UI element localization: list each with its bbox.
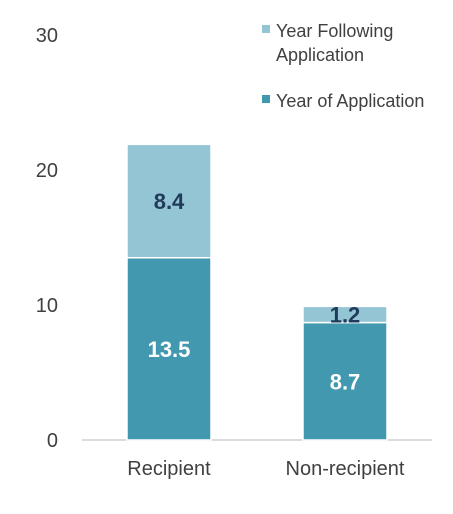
y-tick-label: 30 [36, 25, 58, 47]
bar-value-label: 8.7 [330, 369, 361, 394]
bar-value-label: 13.5 [148, 337, 191, 362]
legend-swatch-year-of-application [262, 95, 270, 103]
bar-segment [126, 143, 212, 259]
legend-label-year-of-application: Year of Application [276, 91, 424, 111]
category-labels: Recipient Non-recipient [127, 458, 405, 480]
x-category-label: Non-recipient [286, 458, 405, 480]
y-axis-ticks: 0 10 20 30 [36, 25, 58, 452]
bar-value-label: 1.2 [330, 302, 361, 327]
y-tick-label: 10 [36, 295, 58, 317]
bar-segment [126, 257, 212, 441]
legend-swatch-year-following [262, 25, 270, 33]
y-tick-label: 0 [47, 430, 58, 452]
legend-label-year-following-line2: Application [276, 45, 364, 65]
legend-label-year-following-line1: Year Following [276, 21, 393, 41]
bar-value-label: 8.4 [154, 189, 185, 214]
x-category-label: Recipient [127, 458, 211, 480]
legend: Year Following Application Year of Appli… [262, 21, 424, 111]
y-tick-label: 20 [36, 160, 58, 182]
bars: 13.5 8.4 8.7 1.2 [126, 143, 388, 441]
bar-segment [302, 305, 388, 324]
